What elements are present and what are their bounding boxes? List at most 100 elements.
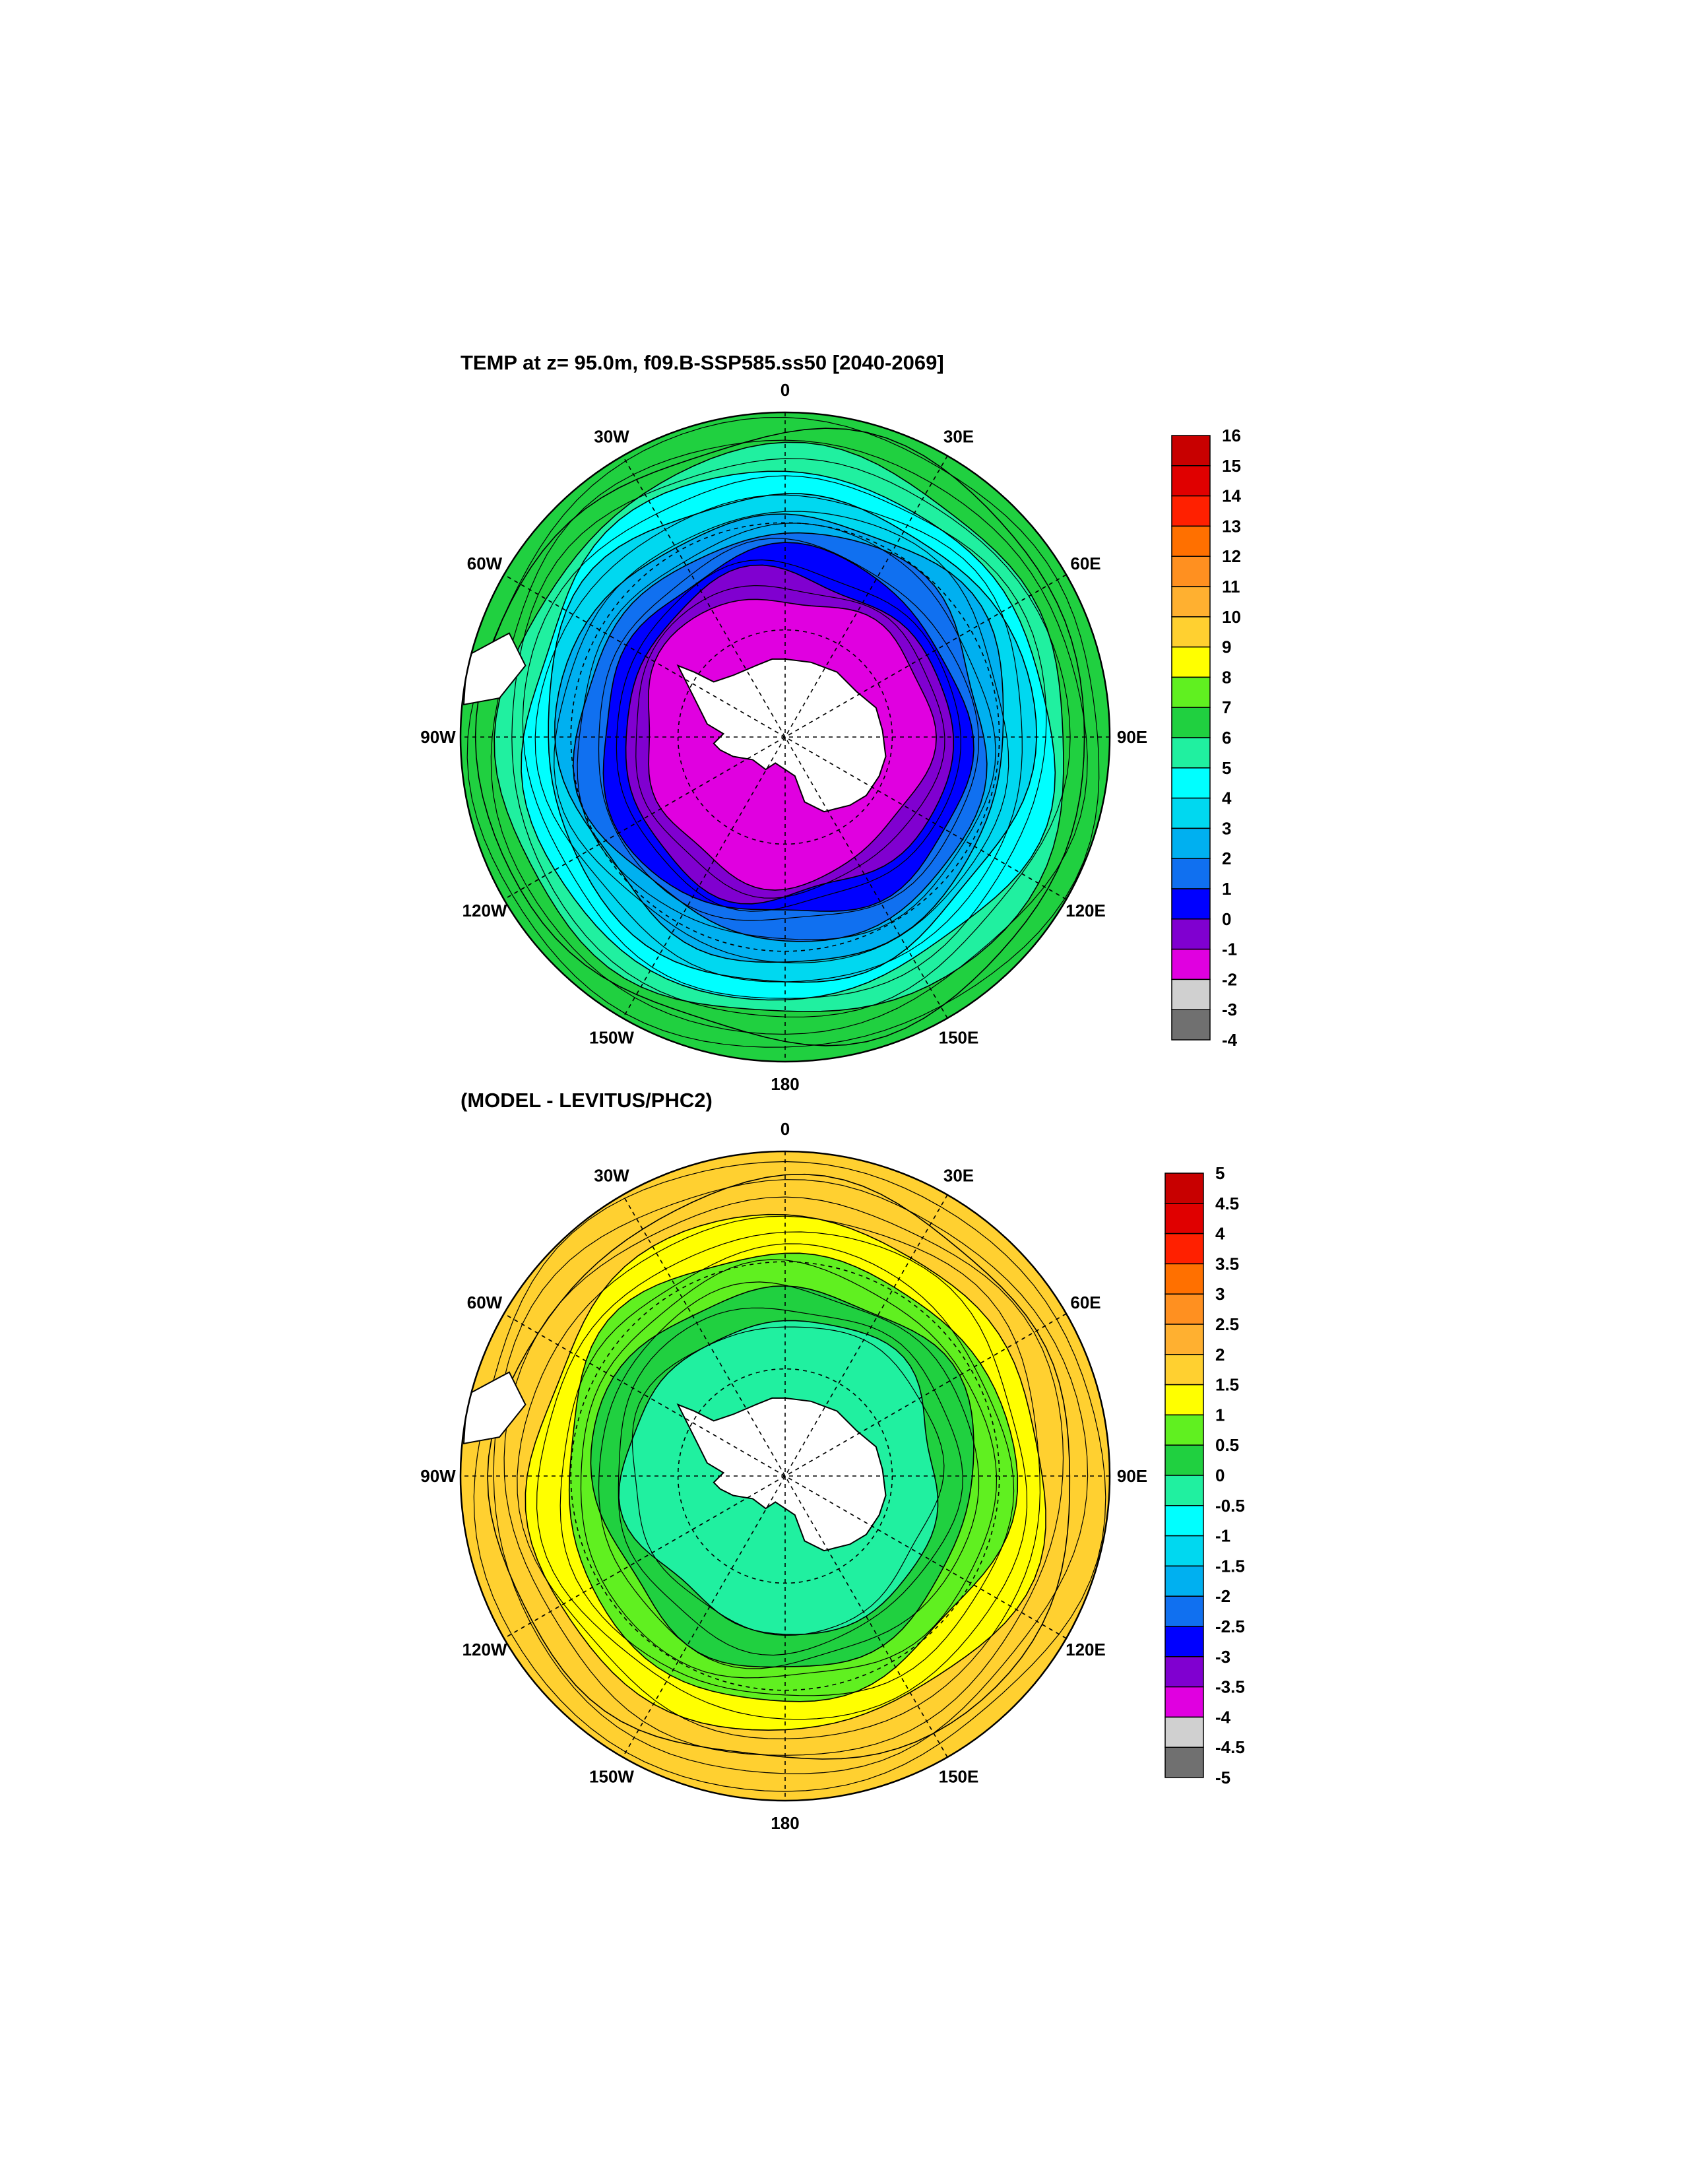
colorbar-swatch <box>1171 767 1211 799</box>
colorbar-label: 12 <box>1222 546 1241 566</box>
colorbar-label: 15 <box>1222 456 1241 476</box>
colorbar-swatch <box>1164 1747 1204 1778</box>
longitude-label: 120W <box>462 1640 507 1659</box>
colorbar-swatch <box>1164 1263 1204 1295</box>
colorbar-swatch <box>1164 1384 1204 1416</box>
colorbar-swatch <box>1164 1595 1204 1627</box>
colorbar-swatch <box>1164 1565 1204 1597</box>
colorbar-label: -3.5 <box>1215 1677 1245 1697</box>
longitude-label: 30E <box>943 427 974 447</box>
colorbar-swatch <box>1171 827 1211 859</box>
longitude-label: 60W <box>467 554 503 573</box>
colorbar-swatch <box>1164 1535 1204 1567</box>
colorbar-swatch <box>1164 1716 1204 1748</box>
longitude-label: 90E <box>1117 1466 1147 1486</box>
colorbar-swatch <box>1164 1414 1204 1446</box>
colorbar-swatch <box>1171 465 1211 497</box>
south-america-tip <box>462 1371 526 1445</box>
longitude-label: 0 <box>781 1119 790 1139</box>
colorbar-label: -3 <box>1215 1647 1230 1667</box>
graticule <box>461 412 1110 1062</box>
colorbar-label: 5 <box>1222 758 1231 778</box>
colorbar-label: 4 <box>1215 1224 1225 1244</box>
colorbar-swatch <box>1171 556 1211 587</box>
colorbar-label: 10 <box>1222 607 1241 627</box>
longitude-label: 150E <box>939 1028 979 1048</box>
longitude-label: 150E <box>939 1767 979 1787</box>
colorbar-label: 11 <box>1222 577 1240 596</box>
colorbar-label: 6 <box>1222 728 1231 748</box>
map-border <box>459 1150 1111 1802</box>
colorbar-label: -1.5 <box>1215 1556 1245 1576</box>
longitude-label: 60E <box>1070 1293 1100 1312</box>
colorbar-swatch <box>1171 737 1211 769</box>
meridian-line <box>622 1194 948 1758</box>
colorbar-label: -0.5 <box>1215 1496 1245 1516</box>
longitude-label: 30W <box>594 1166 629 1186</box>
colorbar-swatch <box>1164 1444 1204 1476</box>
colorbar-swatch <box>1171 495 1211 527</box>
colorbar-swatch <box>1171 979 1211 1010</box>
colorbar-swatch <box>1164 1172 1204 1204</box>
bottom-map-title: (MODEL - LEVITUS/PHC2) <box>461 1089 713 1112</box>
graticule <box>461 1151 1110 1801</box>
longitude-label: 90W <box>420 1466 456 1486</box>
colorbar-swatch <box>1171 586 1211 618</box>
longitude-label: 150W <box>589 1028 634 1048</box>
colorbar-label: -4 <box>1222 1030 1238 1050</box>
colorbar-label: 14 <box>1222 486 1241 506</box>
colorbar-swatch <box>1171 676 1211 708</box>
colorbar-swatch <box>1171 858 1211 889</box>
colorbar-label: 16 <box>1222 426 1241 445</box>
colorbar-label: 2.5 <box>1215 1314 1239 1334</box>
longitude-label: 90E <box>1117 727 1147 747</box>
longitude-label: 120E <box>1066 901 1106 920</box>
colorbar-label: -1 <box>1222 940 1237 959</box>
colorbar-label: -5 <box>1215 1768 1230 1787</box>
colorbar-swatch <box>1164 1626 1204 1657</box>
colorbar-label: 5 <box>1215 1163 1225 1183</box>
colorbar-swatch <box>1164 1656 1204 1688</box>
colorbar-swatch <box>1164 1475 1204 1506</box>
colorbar-swatch <box>1164 1686 1204 1718</box>
longitude-label: 30E <box>943 1166 974 1186</box>
colorbar-label: 13 <box>1222 516 1241 536</box>
colorbar-label: -1 <box>1215 1526 1230 1546</box>
colorbar-label: 4 <box>1222 788 1232 808</box>
colorbar-swatch <box>1164 1233 1204 1265</box>
colorbar-swatch <box>1171 918 1211 950</box>
longitude-label: 180 <box>771 1074 799 1094</box>
south-america-tip <box>462 632 526 706</box>
colorbar-label: -4 <box>1215 1707 1231 1727</box>
colorbar-label: 8 <box>1222 667 1231 687</box>
colorbar-label: -4.5 <box>1215 1737 1245 1757</box>
longitude-label: 120W <box>462 901 507 920</box>
longitude-label: 90W <box>420 727 456 747</box>
contour-line <box>536 1231 1028 1720</box>
colorbar-label: 3 <box>1215 1284 1225 1304</box>
colorbar-label: 0 <box>1215 1465 1225 1485</box>
contour-line <box>598 1281 980 1669</box>
colorbar-label: 0 <box>1222 909 1231 929</box>
colorbar-swatch <box>1171 797 1211 829</box>
longitude-label: 180 <box>771 1813 799 1833</box>
colorbar-swatch <box>1164 1505 1204 1537</box>
polar-map-anomaly: 0 30E 60E 90E 120E 150E 180 150W 120W 90W 60W 30W 5 4… <box>420 1119 1245 1833</box>
colorbar-label: 1.5 <box>1215 1375 1239 1395</box>
longitude-label: 120E <box>1066 1640 1106 1659</box>
longitude-label: 0 <box>781 380 790 400</box>
colorbar: 5 4.5 4 3.5 3 2.5 2 1.5 1 0.5 0 -0.5 -1 -1.5 -2 -2.5 -3 -… <box>1164 1163 1245 1787</box>
colorbar-label: -2 <box>1222 969 1237 989</box>
colorbar-label: 1 <box>1215 1405 1225 1425</box>
top-map-title: TEMP at z= 95.0m, f09.B-SSP585.ss50 [204… <box>461 351 944 374</box>
colorbar-label: 0.5 <box>1215 1435 1239 1455</box>
colorbar-label: -2 <box>1215 1586 1230 1606</box>
longitude-label: 60E <box>1070 554 1100 573</box>
colorbar-swatch <box>1171 616 1211 648</box>
colorbar-label: 7 <box>1222 697 1231 717</box>
longitude-label: 60W <box>467 1293 503 1312</box>
colorbar-label: 9 <box>1222 637 1231 657</box>
colorbar-label: 2 <box>1222 849 1231 868</box>
